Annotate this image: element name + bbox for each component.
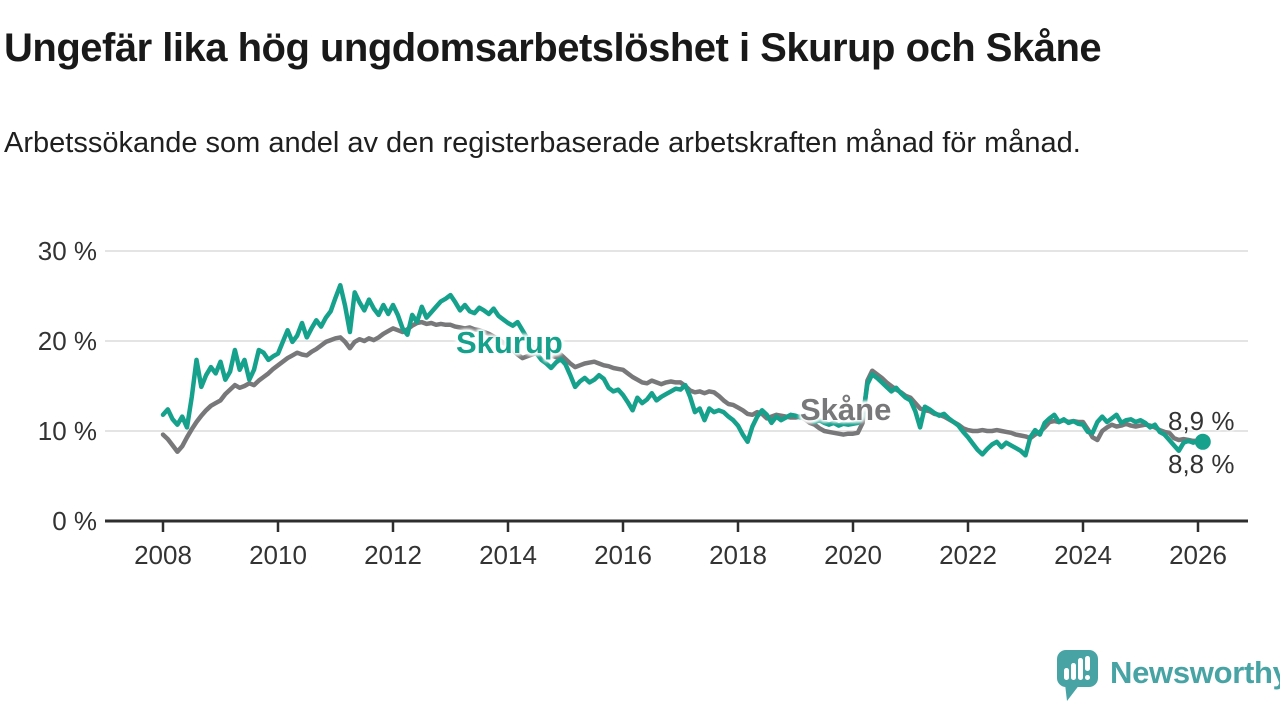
end-value-label-skurup: 8,8 % xyxy=(1168,449,1235,479)
x-tick-label: 2010 xyxy=(249,540,307,570)
x-tick-label: 2024 xyxy=(1054,540,1112,570)
chart-subtitle: Arbetssökande som andel av den registerb… xyxy=(4,127,1081,159)
x-tick-label: 2022 xyxy=(939,540,997,570)
y-tick-label: 0 % xyxy=(52,506,97,536)
x-tick-label: 2020 xyxy=(824,540,882,570)
x-tick-label: 2012 xyxy=(364,540,422,570)
x-tick-label: 2016 xyxy=(594,540,652,570)
x-tick-label: 2018 xyxy=(709,540,767,570)
x-tick-label: 2014 xyxy=(479,540,537,570)
y-tick-label: 20 % xyxy=(37,326,97,356)
x-tick-label: 2026 xyxy=(1169,540,1227,570)
y-tick-label: 30 % xyxy=(37,236,97,266)
newsworthy-logo-text: Newsworthy xyxy=(1110,655,1280,690)
end-value-label-skane: 8,9 % xyxy=(1168,406,1235,436)
series-label-skane: Skåne xyxy=(800,392,892,427)
x-tick-label: 2008 xyxy=(134,540,192,570)
page-title: Ungefär lika hög ungdomsarbetslöshet i S… xyxy=(4,26,1102,70)
series-label-skurup: Skurup xyxy=(456,325,563,360)
y-tick-label: 10 % xyxy=(37,416,97,446)
newsworthy-speech-bubble-bar-chart-icon xyxy=(1057,650,1098,701)
newsworthy-logo[interactable]: Newsworthy xyxy=(1055,648,1280,702)
